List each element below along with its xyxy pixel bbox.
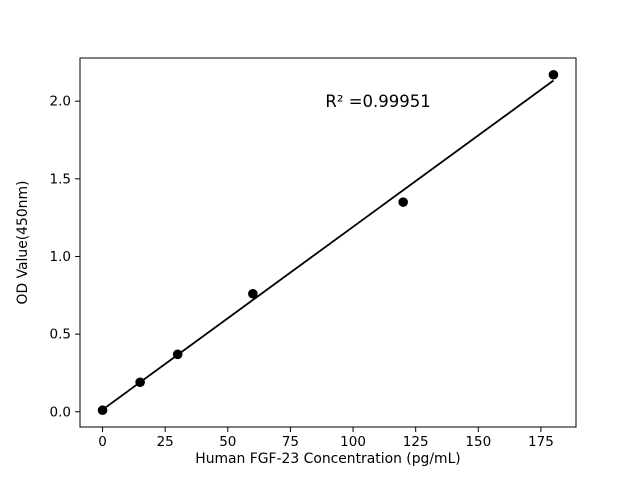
- y-tick-label: 1.0: [50, 249, 71, 265]
- data-point: [172, 349, 183, 360]
- y-tick-label: 0.0: [50, 404, 71, 420]
- y-tick-label: 0.5: [50, 327, 71, 343]
- x-tick-label: 100: [340, 434, 366, 450]
- y-tick-label: 1.5: [50, 171, 71, 187]
- x-tick-label: 150: [465, 434, 491, 450]
- x-tick-label: 175: [528, 434, 554, 450]
- data-point: [398, 197, 408, 207]
- data-series: [97, 69, 559, 416]
- axis-ticks: 0 25 50 75 100 125 150 175 0.0 0.5 1.0 1.5 2.0: [50, 94, 554, 450]
- r-squared-annotation: R² =0.99951: [325, 92, 430, 111]
- x-tick-label: 50: [219, 434, 236, 450]
- data-point: [135, 377, 145, 388]
- x-tick-label: 25: [157, 434, 174, 450]
- x-tick-label: 125: [403, 434, 429, 450]
- data-point: [548, 69, 559, 80]
- y-axis-label: OD Value(450nm): [15, 181, 31, 305]
- y-tick-label: 2.0: [50, 94, 71, 110]
- x-tick-label: 75: [282, 434, 299, 450]
- data-point: [248, 288, 258, 299]
- data-point: [97, 405, 108, 416]
- x-axis-label: Human FGF-23 Concentration (pg/mL): [195, 451, 460, 467]
- x-tick-label: 0: [98, 434, 107, 450]
